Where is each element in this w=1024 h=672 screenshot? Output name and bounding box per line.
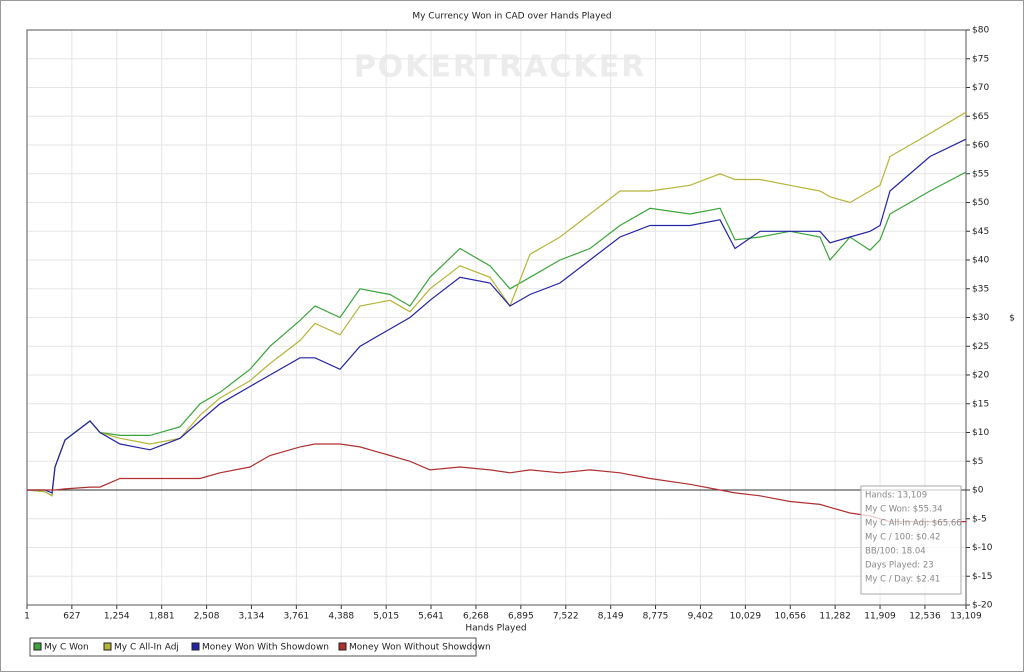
x-tick-label: 4,388 — [328, 612, 354, 622]
y-tick-label: $10 — [972, 428, 989, 438]
x-tick-label: 627 — [63, 612, 80, 622]
x-tick-label: 1 — [24, 612, 30, 622]
y-tick-label: $20 — [972, 371, 989, 381]
stats-line: Hands: 13,109 — [865, 491, 927, 501]
y-tick-label: $60 — [972, 141, 989, 151]
stats-line: BB/100: 18.04 — [865, 547, 926, 557]
y-tick-label: $-5 — [972, 514, 987, 524]
x-tick-label: 6,895 — [508, 612, 534, 622]
y-tick-label: $-20 — [972, 601, 993, 611]
legend-swatch — [191, 642, 200, 651]
x-tick-label: 7,522 — [553, 612, 579, 622]
stats-line: My C / Day: $2.41 — [865, 575, 940, 585]
y-tick-label: $35 — [972, 284, 989, 294]
x-tick-label: 8,149 — [598, 612, 624, 622]
x-tick-label: 10,656 — [775, 612, 807, 622]
y-tick-label: $-15 — [972, 572, 992, 582]
x-axis-label: Hands Played — [465, 624, 526, 634]
x-tick-label: 9,402 — [688, 612, 714, 622]
stats-line: My C Won: $55.34 — [865, 505, 943, 515]
y-tick-label: $80 — [972, 26, 989, 36]
legend-box — [29, 637, 477, 657]
x-tick-label: 5,641 — [418, 612, 444, 622]
x-tick-label: 11,909 — [864, 612, 896, 622]
y-tick-label: $30 — [972, 313, 989, 323]
legend-swatch — [103, 642, 112, 651]
x-tick-label: 6,268 — [463, 612, 489, 622]
stats-line: My C All-In Adj: $65.66 — [865, 519, 962, 529]
legend-label[interactable]: Money Won Without Showdown — [349, 643, 491, 653]
series-line — [26, 171, 967, 497]
x-tick-label: 5,015 — [373, 612, 399, 622]
y-axis-label: $ — [1009, 314, 1015, 324]
x-tick-label: 10,029 — [730, 612, 762, 622]
x-tick-label: 3,134 — [239, 612, 265, 622]
x-tick-label: 8,775 — [643, 612, 669, 622]
chart-title: My Currency Won in CAD over Hands Played — [412, 12, 611, 22]
stats-line: Days Played: 23 — [865, 561, 934, 571]
y-tick-label: $75 — [972, 54, 989, 64]
legend-label[interactable]: My C Won — [44, 643, 89, 653]
y-tick-label: $5 — [972, 457, 983, 467]
x-tick-label: 11,282 — [819, 612, 851, 622]
y-tick-label: $45 — [972, 227, 989, 237]
legend-label[interactable]: Money Won With Showdown — [202, 643, 329, 653]
y-tick-label: $50 — [972, 198, 989, 208]
x-tick-label: 13,109 — [950, 612, 982, 622]
y-tick-label: $55 — [972, 169, 989, 179]
y-tick-label: $40 — [972, 256, 989, 266]
legend-swatch — [33, 642, 42, 651]
x-tick-label: 3,761 — [283, 612, 309, 622]
x-tick-label: 1,881 — [149, 612, 175, 622]
legend-swatch — [338, 642, 347, 651]
x-tick-label: 1,254 — [104, 612, 130, 622]
watermark: POKERTRACKER — [354, 50, 647, 85]
series-line — [27, 443, 966, 523]
legend-label[interactable]: My C All-In Adj — [114, 643, 179, 653]
x-tick-label: 2,508 — [194, 612, 220, 622]
stats-box — [860, 485, 962, 595]
y-tick-label: $25 — [972, 342, 989, 352]
plot-border — [26, 29, 967, 606]
y-tick-label: $15 — [972, 399, 989, 409]
x-tick-label: 12,536 — [909, 612, 941, 622]
series-line — [27, 138, 967, 494]
y-tick-label: $-10 — [972, 543, 993, 553]
y-tick-label: $65 — [972, 112, 989, 122]
y-tick-label: $0 — [972, 486, 984, 496]
series-line — [26, 111, 967, 497]
y-tick-label: $70 — [972, 83, 989, 93]
stats-line: My C / 100: $0.42 — [865, 533, 940, 543]
